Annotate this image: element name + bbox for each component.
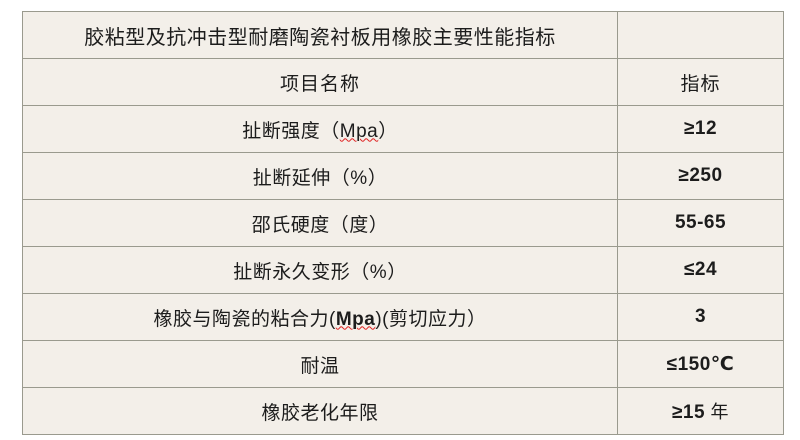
column-header-name: 项目名称 [22,58,618,106]
table-row: 扯断永久变形（%） ≤24 [22,246,784,294]
row-value-aging-life: ≥15 年 [617,387,784,435]
row-name-adhesion-strength: 橡胶与陶瓷的粘合力(Mpa)(剪切应力） [22,293,618,341]
spellcheck-term: Mpa [335,308,376,330]
table-header-row: 项目名称 指标 [22,58,784,106]
table-title-row: 胶粘型及抗冲击型耐磨陶瓷衬板用橡胶主要性能指标 [22,11,784,59]
row-value-unit: 年 [705,402,730,422]
row-name-shore-hardness: 邵氏硬度（度） [22,199,618,247]
spellcheck-term: Mpa [339,120,379,142]
row-name-heat-resistance: 耐温 [22,340,618,388]
table-row: 扯断强度（Mpa） ≥12 [22,105,784,153]
row-value-shore-hardness: 55-65 [617,199,784,247]
row-name-text-prefix: 扯断强度（ [242,120,340,142]
row-name-aging-life: 橡胶老化年限 [22,387,618,435]
row-name-tensile-strength: 扯断强度（Mpa） [22,105,618,153]
table-row: 橡胶老化年限 ≥15 年 [22,387,784,435]
table-row: 橡胶与陶瓷的粘合力(Mpa)(剪切应力） 3 [22,293,784,341]
specification-table: 胶粘型及抗冲击型耐磨陶瓷衬板用橡胶主要性能指标 项目名称 指标 扯断强度（Mpa… [22,11,784,435]
row-name-elongation: 扯断延伸（%） [22,152,618,200]
table-row: 邵氏硬度（度） 55-65 [22,199,784,247]
table-title: 胶粘型及抗冲击型耐磨陶瓷衬板用橡胶主要性能指标 [22,11,618,59]
row-name-permanent-set: 扯断永久变形（%） [22,246,618,294]
table-row: 耐温 ≤150℃ [22,340,784,388]
row-value-permanent-set: ≤24 [617,246,784,294]
row-value-heat-resistance: ≤150℃ [617,340,784,388]
row-value-adhesion-strength: 3 [617,293,784,341]
row-name-text-prefix: 橡胶与陶瓷的粘合力( [153,308,336,330]
row-value-tensile-strength: ≥12 [617,105,784,153]
row-value-number: ≥15 [671,402,706,423]
row-name-text-suffix: ） [378,120,398,142]
row-value-elongation: ≥250 [617,152,784,200]
table-row: 扯断延伸（%） ≥250 [22,152,784,200]
column-header-value: 指标 [617,58,784,106]
row-name-text-suffix: )(剪切应力） [375,308,487,330]
table-title-blank-cell [617,11,784,59]
